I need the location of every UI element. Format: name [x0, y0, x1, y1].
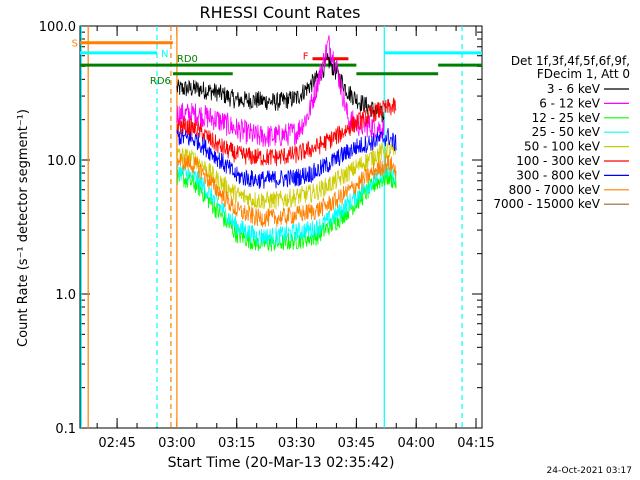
legend-label: 12 - 25 keV: [532, 111, 601, 125]
series-line: [176, 52, 385, 123]
x-tick-label: 03:15: [218, 436, 255, 451]
x-tick-label: 04:15: [457, 436, 494, 451]
series-line: [176, 163, 397, 246]
legend-label: 50 - 100 keV: [524, 140, 601, 154]
legend-label: 300 - 800 keV: [516, 168, 600, 182]
x-tick-label: 02:45: [98, 436, 135, 451]
vertical-markers: [80, 26, 463, 428]
legend-label: 800 - 7000 keV: [509, 183, 601, 197]
x-tick-label: 03:00: [158, 436, 195, 451]
state-bar-label: N: [161, 49, 168, 60]
y-tick-label: 1.0: [55, 288, 76, 303]
series-lines: [176, 35, 397, 252]
chart-title: RHESSI Count Rates: [200, 3, 361, 22]
legend-label: 6 - 12 keV: [539, 96, 601, 110]
state-bar-label: S: [72, 39, 78, 50]
state-bar-label: RD0: [177, 54, 198, 65]
legend-header: FDecim 1, Att 0: [537, 67, 630, 81]
series-line: [176, 97, 397, 167]
y-axis-label: Count Rate (s⁻¹ detector segment⁻¹): [16, 109, 31, 347]
state-bar-label: RD6: [150, 76, 171, 87]
state-bar-label: F: [303, 52, 309, 63]
legend-label: 25 - 50 keV: [532, 125, 601, 139]
y-tick-label: 0.1: [55, 422, 76, 437]
legend-label: 3 - 6 keV: [547, 82, 601, 96]
y-tick-label: 100.0: [39, 20, 76, 35]
plot-frame: [79, 25, 483, 429]
legend-label: 100 - 300 keV: [516, 154, 600, 168]
x-axis-label: Start Time (20-Mar-13 02:35:42): [168, 455, 395, 471]
series-line: [176, 35, 385, 148]
footer-date: 24-Oct-2021 03:17: [547, 466, 632, 476]
x-tick-label: 03:45: [338, 436, 375, 451]
series-line: [176, 167, 397, 252]
x-axis: 02:45 03:00 03:15 03:30 03:45 04:00 04:15: [96, 26, 495, 451]
legend: Det 1f,3f,4f,5f,6f,9f,FDecim 1, Att 03 -…: [493, 54, 630, 211]
legend-label: 7000 - 15000 keV: [493, 197, 600, 211]
y-tick-label: 10.0: [47, 154, 76, 169]
series-line: [176, 141, 397, 210]
y-axis: 0.1 1.0 10.0 100.0: [39, 20, 482, 437]
series-line: [176, 128, 397, 190]
x-tick-label: 04:00: [397, 436, 434, 451]
x-tick-label: 03:30: [278, 436, 315, 451]
state-bars: S N RD0 RD6 F: [72, 39, 482, 87]
series-line: [176, 152, 397, 228]
legend-header: Det 1f,3f,4f,5f,6f,9f,: [511, 54, 630, 68]
